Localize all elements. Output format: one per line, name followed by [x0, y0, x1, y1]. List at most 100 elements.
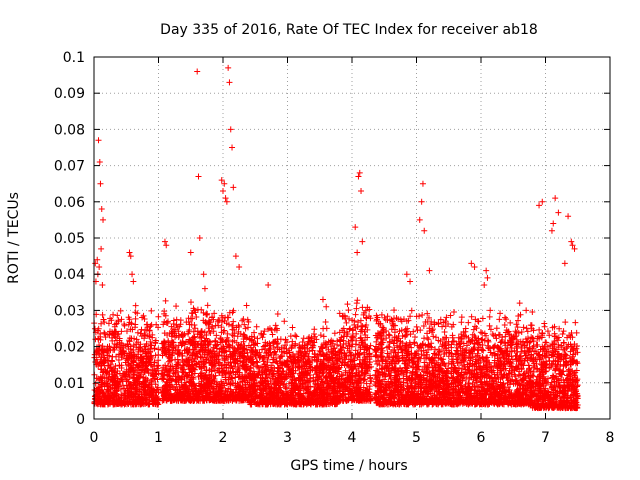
data-point: [112, 378, 119, 385]
data-point: [411, 334, 418, 341]
data-point: [148, 393, 155, 400]
data-point: [123, 368, 130, 375]
data-point: [218, 348, 225, 355]
data-point: [114, 400, 121, 407]
data-point: [212, 338, 219, 345]
data-point: [208, 383, 215, 390]
data-point: [123, 355, 130, 362]
data-point: [234, 391, 241, 398]
data-point: [192, 395, 199, 402]
data-point: [354, 297, 361, 304]
data-point: [158, 370, 165, 377]
data-point: [115, 330, 122, 337]
data-point: [190, 334, 197, 341]
data-point: [228, 353, 235, 360]
data-point: [106, 328, 113, 335]
data-point: [194, 341, 201, 348]
data-point: [111, 401, 118, 408]
data-point: [108, 317, 115, 324]
data-point: [104, 383, 111, 390]
data-point: [152, 340, 159, 347]
data-point: [101, 319, 108, 326]
data-point: [96, 389, 103, 396]
data-point: [238, 397, 245, 404]
data-point: [111, 385, 118, 392]
data-point: [191, 322, 198, 329]
data-point: [106, 365, 113, 372]
data-point: [101, 329, 108, 336]
data-point: [185, 319, 192, 326]
data-point: [507, 319, 514, 326]
data-point: [131, 371, 138, 378]
data-point: [450, 308, 457, 315]
data-point: [227, 344, 234, 351]
data-point: [215, 352, 222, 359]
data-point: [123, 392, 130, 399]
data-point: [235, 364, 242, 371]
data-point: [480, 347, 487, 354]
data-point: [149, 398, 156, 405]
data-point: [331, 330, 338, 337]
data-point: [197, 382, 204, 389]
data-point: [441, 329, 448, 336]
data-point: [296, 342, 303, 349]
data-point: [193, 313, 200, 320]
data-point: [102, 334, 109, 341]
data-point: [164, 388, 171, 395]
data-point: [194, 306, 201, 313]
data-point: [122, 371, 129, 378]
data-point: [175, 328, 182, 335]
data-point: [166, 377, 173, 384]
data-point: [213, 332, 220, 339]
data-point: [206, 397, 213, 404]
data-point: [141, 384, 148, 391]
data-point: [137, 341, 144, 348]
data-point: [147, 390, 154, 397]
data-point: [134, 369, 141, 376]
data-point: [287, 333, 294, 340]
data-point: [138, 400, 145, 407]
data-point: [148, 379, 155, 386]
data-point: [122, 387, 129, 394]
data-point: [155, 357, 162, 364]
data-point: [92, 358, 99, 365]
data-point: [190, 387, 197, 394]
data-point: [239, 359, 246, 366]
data-point: [185, 330, 192, 337]
data-point: [261, 328, 268, 335]
data-point: [176, 332, 183, 339]
data-point: [111, 329, 118, 336]
data-point: [325, 371, 332, 378]
data-point: [136, 374, 143, 381]
data-point: [241, 333, 248, 340]
data-point: [179, 361, 186, 368]
data-point: [146, 401, 153, 408]
data-point: [235, 391, 242, 398]
data-point: [98, 366, 105, 373]
data-point: [239, 378, 246, 385]
data-point: [177, 389, 184, 396]
data-point: [221, 327, 228, 334]
data-point: [180, 390, 187, 397]
data-point: [106, 353, 113, 360]
data-point: [177, 339, 184, 346]
data-point: [206, 367, 213, 374]
data-point: [221, 355, 228, 362]
data-point: [209, 354, 216, 361]
data-point: [209, 313, 216, 320]
data-point: [95, 395, 102, 402]
data-point: [96, 342, 103, 349]
data-point: [191, 382, 198, 389]
data-point: [115, 357, 122, 364]
data-point: [242, 374, 249, 381]
data-point: [143, 365, 150, 372]
data-point: [126, 366, 133, 373]
data-point: [317, 332, 324, 339]
data-point: [125, 346, 132, 353]
data-point: [162, 297, 169, 304]
data-point: [165, 358, 172, 365]
data-point: [226, 370, 233, 377]
data-point: [132, 315, 139, 322]
data-point: [170, 326, 177, 333]
data-point: [107, 361, 114, 368]
